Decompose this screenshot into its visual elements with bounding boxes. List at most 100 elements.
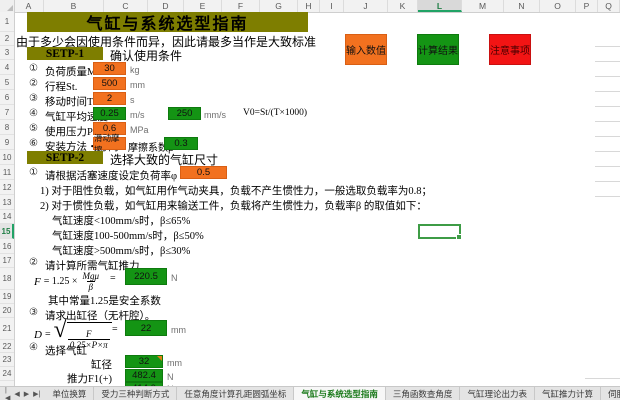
select-all-corner[interactable] bbox=[0, 0, 15, 12]
step1-bar: SETP-1 bbox=[27, 47, 103, 60]
note-speed-lt100: 气缸速度<100mm/s时，β≤65% bbox=[52, 216, 191, 227]
note-resistive-load: 1) 对于阻性负载，如气缸用作气动夹具，负载不产生惯性力，一般选取负载率为0.8… bbox=[40, 186, 432, 197]
bore-formula: D = √ F 0.25×P×π bbox=[34, 317, 112, 350]
step1-item5-label: 使用压力P bbox=[45, 127, 93, 138]
col-header-I[interactable]: I bbox=[320, 0, 344, 12]
row-header-18[interactable]: 18 bbox=[0, 268, 14, 290]
row-header-22[interactable]: 22 bbox=[0, 340, 14, 353]
sheet-tab-servo-selection[interactable]: 伺服电机选型自己用 bbox=[601, 387, 620, 400]
avg-speed-result-cell[interactable]: 0.25 bbox=[93, 107, 126, 120]
col-header-J[interactable]: J bbox=[344, 0, 388, 12]
col-header-Q[interactable]: Q bbox=[598, 0, 620, 12]
bore-result-cell[interactable]: 22 bbox=[125, 320, 167, 336]
sheet-nav: |◀ ◀ ▶ ▶| bbox=[0, 387, 45, 400]
speed-formula: V0=St/(T×1000) bbox=[243, 108, 308, 118]
col-header-O[interactable]: O bbox=[540, 0, 576, 12]
row-header-6[interactable]: 6 bbox=[0, 90, 14, 105]
bore-unit: mm bbox=[171, 325, 186, 335]
row-header-4[interactable]: 4 bbox=[0, 60, 14, 75]
col-header-K[interactable]: K bbox=[388, 0, 418, 12]
selected-cell-L15[interactable] bbox=[418, 224, 462, 240]
prev-sheet-icon[interactable]: ◀ bbox=[14, 391, 20, 398]
move-time-input-cell[interactable]: 2 bbox=[93, 92, 126, 105]
row-header-16[interactable]: 16 bbox=[0, 239, 14, 254]
col-header-D[interactable]: D bbox=[148, 0, 184, 12]
avg-speed-unit: m/s bbox=[130, 110, 145, 120]
push-force-unit: N bbox=[167, 372, 174, 382]
thrust-formula-mid: = 1.25 × bbox=[43, 276, 78, 287]
col-header-P[interactable]: P bbox=[576, 0, 598, 12]
note-inertial-load: 2) 对于惯性负载，如气缸用来输送工件，负载将产生惯性力，负载率β 的取值如下： bbox=[40, 201, 427, 212]
sheet-tab-force-methods[interactable]: 受力三种判断方式 bbox=[94, 387, 178, 400]
col-header-B[interactable]: B bbox=[44, 0, 104, 12]
legend-notes[interactable]: 注意事项 bbox=[489, 34, 531, 65]
legend-input-values[interactable]: 输入数值 bbox=[345, 34, 387, 65]
bore-selected-cell[interactable]: 32 bbox=[125, 355, 163, 368]
row-header-5[interactable]: 5 bbox=[0, 75, 14, 90]
row-header-15-selected[interactable]: 15 bbox=[0, 224, 14, 239]
bore-equals: = bbox=[112, 324, 118, 335]
row-header-1[interactable]: 1 bbox=[0, 12, 14, 32]
right-gridlines bbox=[595, 32, 620, 198]
col-header-N[interactable]: N bbox=[504, 0, 540, 12]
col-header-F[interactable]: F bbox=[222, 0, 260, 12]
row-header-21[interactable]: 21 bbox=[0, 318, 14, 340]
col-header-G[interactable]: G bbox=[260, 0, 298, 12]
stroke-input-cell[interactable]: 500 bbox=[93, 77, 126, 90]
next-sheet-icon[interactable]: ▶ bbox=[23, 391, 30, 398]
row-header-8[interactable]: 8 bbox=[0, 120, 14, 135]
row-header-17[interactable]: 17 bbox=[0, 254, 14, 268]
friction-coef-result-cell[interactable]: 0.3 bbox=[164, 137, 198, 150]
sheet-tab-unit-conversion[interactable]: 单位换算 bbox=[45, 387, 95, 400]
sheet-tab-hole-spacing[interactable]: 任意角度计算孔距圆弧坐标 bbox=[177, 387, 295, 400]
row-header-9[interactable]: 9 bbox=[0, 135, 14, 150]
radical-sign: √ bbox=[53, 317, 67, 343]
col-header-E[interactable]: E bbox=[184, 0, 222, 12]
step1-label: SETP-1 bbox=[45, 47, 85, 60]
bore-row-label: 缸径 bbox=[91, 360, 112, 371]
col-header-C[interactable]: C bbox=[104, 0, 148, 12]
step1-item4-no: ④ bbox=[29, 108, 38, 119]
legend-calc-results[interactable]: 计算结果 bbox=[417, 34, 459, 65]
last-sheet-icon[interactable]: ▶| bbox=[33, 391, 41, 398]
row-header-19[interactable]: 19 bbox=[0, 290, 14, 304]
col-header-M[interactable]: M bbox=[462, 0, 504, 12]
select-cylinder-label: 选择气缸 bbox=[45, 346, 87, 357]
row-header-12[interactable]: 12 bbox=[0, 180, 14, 195]
col-header-H[interactable]: H bbox=[298, 0, 320, 12]
step1-item6-label: 安装方法・方向 bbox=[45, 142, 119, 153]
push-force-cell[interactable]: 482.4 bbox=[125, 369, 163, 382]
row-header-14[interactable]: 14 bbox=[0, 210, 14, 224]
bore-formula-eq1: = bbox=[44, 329, 51, 340]
sheet-tab-cylinder-thrust-calc[interactable]: 气缸推力计算 bbox=[535, 387, 601, 400]
row-header-7[interactable]: 7 bbox=[0, 105, 14, 120]
thrust-formula-fraction: Mgμ β bbox=[82, 271, 100, 292]
row-header-20[interactable]: 20 bbox=[0, 304, 14, 318]
safety-factor-note: 其中常量1.25是安全系数 bbox=[48, 296, 161, 307]
row-header-10[interactable]: 10 bbox=[0, 150, 14, 165]
page-title-bar: 气缸与系统选型指南 bbox=[27, 12, 308, 33]
row-header-23[interactable]: 23 bbox=[0, 353, 14, 367]
row-header-13[interactable]: 13 bbox=[0, 195, 14, 210]
step1-item6-no: ⑥ bbox=[29, 138, 38, 149]
row-header-2[interactable]: 2 bbox=[0, 32, 14, 46]
row-header-3[interactable]: 3 bbox=[0, 46, 14, 60]
avg-speed-mm-result-cell[interactable]: 250 bbox=[168, 107, 201, 120]
sheet-tab-cylinder-output-table[interactable]: 气缸理论出力表 bbox=[460, 387, 535, 400]
step1-item5-no: ⑤ bbox=[29, 123, 38, 134]
step2-item1-label: 请根据活塞速度设定负荷率φ bbox=[45, 171, 178, 182]
right-gridlines-bottom bbox=[585, 371, 620, 387]
col-header-A[interactable]: A bbox=[14, 0, 44, 12]
avg-speed-mm-unit: mm/s bbox=[204, 110, 226, 120]
row-header-24[interactable]: 24 bbox=[0, 367, 14, 381]
first-sheet-icon[interactable]: |◀ bbox=[5, 386, 11, 400]
row-header-11[interactable]: 11 bbox=[0, 165, 14, 180]
sheet-tab-trig-angle[interactable]: 三角函数查角度 bbox=[386, 387, 461, 400]
pressure-input-cell[interactable]: 0.6 bbox=[93, 122, 126, 135]
load-rate-input-cell[interactable]: 0.5 bbox=[180, 166, 227, 179]
load-mass-input-cell[interactable]: 30 bbox=[93, 62, 126, 75]
thrust-result-cell[interactable]: 220.5 bbox=[125, 268, 167, 285]
mounting-input-cell[interactable]: 滑动摩擦 bbox=[93, 133, 126, 155]
col-header-L-selected[interactable]: L bbox=[418, 0, 462, 12]
sheet-tab-cylinder-guide-active[interactable]: 气缸与系统选型指南 bbox=[294, 387, 386, 400]
